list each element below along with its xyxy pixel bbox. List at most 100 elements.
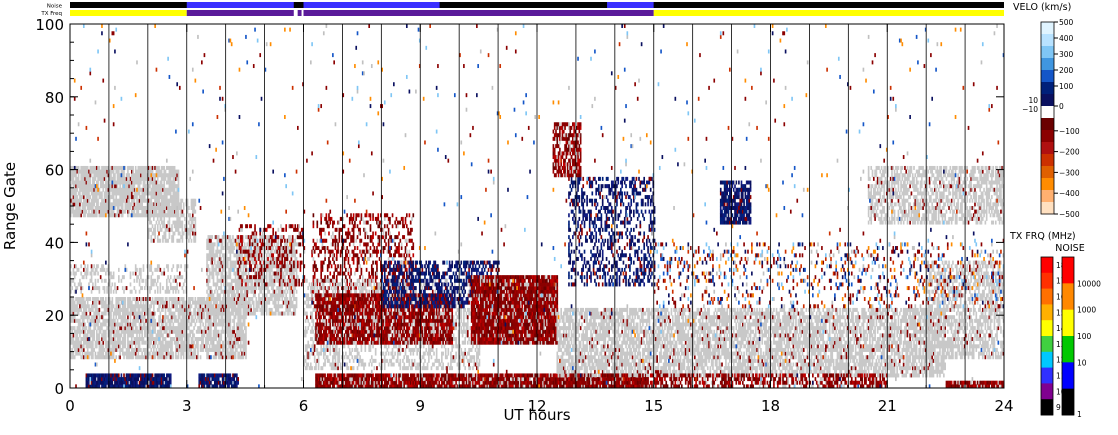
- data-cell: [105, 318, 107, 323]
- data-cell: [118, 337, 120, 342]
- data-cell: [90, 271, 93, 276]
- data-cell: [112, 333, 115, 338]
- data-cell: [92, 176, 94, 181]
- data-cell: [77, 184, 80, 189]
- data-cell: [92, 340, 94, 345]
- data-cell: [121, 304, 124, 309]
- data-cell: [94, 377, 97, 382]
- data-cell: [112, 191, 115, 196]
- data-cell: [129, 315, 132, 320]
- data-cell: [176, 238, 179, 243]
- data-cell: [124, 206, 127, 210]
- data-cell: [133, 206, 136, 210]
- data-cell: [167, 180, 169, 185]
- data-cell: [163, 206, 166, 210]
- data-cell: [136, 209, 138, 214]
- data-cell: [145, 318, 147, 323]
- data-cell: [206, 344, 208, 349]
- data-cell: [184, 216, 186, 221]
- data-cell: [155, 198, 158, 203]
- data-cell: [267, 256, 269, 261]
- data-cell: [175, 213, 177, 218]
- data-cell: [147, 213, 150, 218]
- data-cell: [206, 289, 208, 294]
- data-cell: [168, 289, 171, 294]
- data-cell: [259, 260, 262, 265]
- data-cell: [236, 373, 238, 378]
- data-cell: [295, 282, 298, 287]
- data-cell: [150, 227, 153, 232]
- data-cell: [118, 307, 120, 312]
- data-cell: [143, 187, 146, 192]
- data-cell: [153, 195, 155, 200]
- data-cell: [163, 224, 166, 229]
- data-cell: [194, 297, 197, 301]
- data-cell: [149, 289, 151, 294]
- data-cell: [233, 246, 236, 251]
- data-cell: [176, 173, 179, 178]
- data-cell: [110, 184, 112, 189]
- data-cell: [92, 333, 94, 338]
- data-cell: [92, 206, 94, 210]
- data-cell: [286, 260, 289, 265]
- data-cell: [111, 165, 114, 170]
- data-cell: [107, 297, 110, 301]
- data-cell: [114, 311, 116, 316]
- data-cell: [97, 355, 99, 360]
- data-cell: [111, 209, 114, 214]
- data-cell: [213, 256, 216, 261]
- data-cell: [129, 318, 132, 323]
- data-cell: [134, 355, 137, 360]
- data-cell: [92, 304, 94, 309]
- data-cell: [110, 329, 112, 334]
- data-cell: [95, 333, 98, 338]
- data-cell: [133, 340, 136, 345]
- data-cell: [280, 275, 282, 280]
- data-cell: [295, 300, 298, 305]
- data-cell: [165, 180, 168, 185]
- data-cell: [133, 311, 136, 316]
- data-cell: [102, 165, 105, 170]
- data-cell: [102, 180, 105, 185]
- data-cell: [121, 169, 124, 174]
- data-cell: [94, 297, 97, 301]
- data-cell: [271, 307, 273, 312]
- data-cell: [245, 304, 247, 309]
- data-cell: [163, 180, 166, 185]
- data-cell: [101, 355, 103, 360]
- data-cell: [219, 380, 221, 385]
- data-cell: [173, 311, 176, 316]
- data-cell: [77, 180, 80, 185]
- data-cell: [124, 304, 127, 309]
- data-cell: [71, 351, 73, 356]
- data-cell: [132, 304, 134, 309]
- data-cell: [119, 165, 121, 170]
- data-cell: [149, 209, 151, 214]
- data-cell: [158, 169, 160, 174]
- data-cell: [194, 315, 197, 320]
- data-cell: [84, 191, 86, 196]
- data-cell: [118, 213, 120, 218]
- data-cell: [177, 202, 180, 207]
- data-cell: [94, 318, 97, 323]
- data-cell: [277, 256, 280, 261]
- data-cell: [162, 206, 164, 210]
- data-cell: [132, 326, 134, 331]
- data-cell: [178, 216, 181, 221]
- data-cell: [73, 191, 76, 196]
- data-cell: [193, 202, 195, 207]
- data-cell: [125, 202, 128, 207]
- data-cell: [169, 322, 172, 327]
- data-cell: [208, 267, 211, 272]
- data-cell: [107, 355, 110, 360]
- data-cell: [241, 224, 243, 229]
- data-cell: [204, 326, 207, 331]
- data-cell: [238, 351, 241, 356]
- data-cell: [124, 340, 127, 345]
- data-cell: [85, 187, 88, 192]
- data-cell: [138, 213, 141, 218]
- data-cell: [101, 326, 103, 331]
- data-cell: [75, 187, 77, 192]
- data-cell: [106, 165, 108, 170]
- data-cell: [151, 202, 154, 207]
